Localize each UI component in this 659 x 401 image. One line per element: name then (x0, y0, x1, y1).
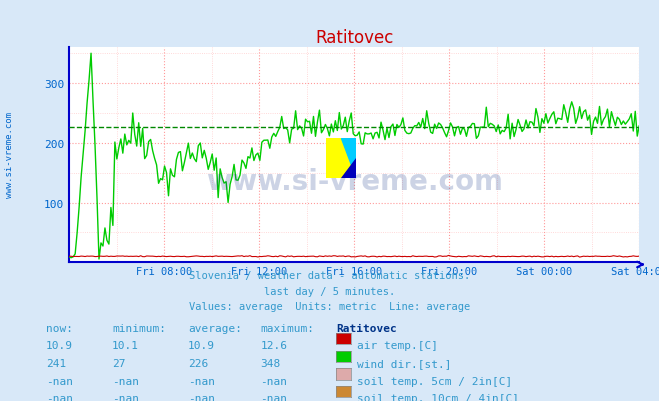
Text: -nan: -nan (260, 376, 287, 386)
Text: 27: 27 (112, 358, 125, 368)
Text: 348: 348 (260, 358, 281, 368)
Text: Ratitovec: Ratitovec (336, 323, 397, 333)
Text: -nan: -nan (46, 376, 73, 386)
Text: www.si-vreme.com: www.si-vreme.com (206, 167, 503, 195)
Text: last day / 5 minutes.: last day / 5 minutes. (264, 286, 395, 296)
Text: -nan: -nan (188, 393, 215, 401)
Text: 241: 241 (46, 358, 67, 368)
Title: Ratitovec: Ratitovec (315, 28, 393, 47)
Text: maximum:: maximum: (260, 323, 314, 333)
Text: 10.9: 10.9 (188, 340, 215, 350)
Text: wind dir.[st.]: wind dir.[st.] (357, 358, 451, 368)
Text: -nan: -nan (260, 393, 287, 401)
Text: 10.9: 10.9 (46, 340, 73, 350)
Polygon shape (341, 138, 356, 178)
Text: soil temp. 5cm / 2in[C]: soil temp. 5cm / 2in[C] (357, 376, 513, 386)
Text: air temp.[C]: air temp.[C] (357, 340, 438, 350)
Text: minimum:: minimum: (112, 323, 166, 333)
Text: 10.1: 10.1 (112, 340, 139, 350)
Text: 12.6: 12.6 (260, 340, 287, 350)
Polygon shape (341, 158, 356, 178)
Text: -nan: -nan (112, 393, 139, 401)
Text: Slovenia / weather data - automatic stations.: Slovenia / weather data - automatic stat… (189, 271, 470, 281)
Text: -nan: -nan (112, 376, 139, 386)
Text: -nan: -nan (46, 393, 73, 401)
Text: Values: average  Units: metric  Line: average: Values: average Units: metric Line: aver… (189, 301, 470, 311)
Text: -nan: -nan (188, 376, 215, 386)
Text: now:: now: (46, 323, 73, 333)
Text: www.si-vreme.com: www.si-vreme.com (5, 111, 14, 197)
Text: 226: 226 (188, 358, 208, 368)
Text: soil temp. 10cm / 4in[C]: soil temp. 10cm / 4in[C] (357, 393, 519, 401)
Text: average:: average: (188, 323, 242, 333)
